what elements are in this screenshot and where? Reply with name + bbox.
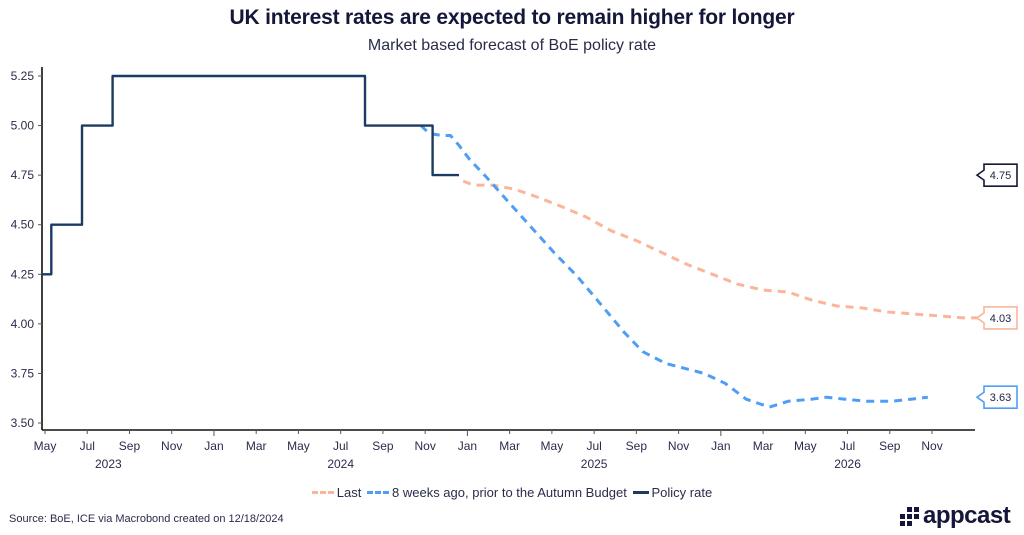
x-tick-label: Mar [499, 439, 520, 453]
end-value-callout [975, 306, 1018, 330]
end-value-label: 4.03 [990, 313, 1011, 325]
x-tick-label: Sep [372, 439, 394, 453]
x-year-label: 2024 [327, 457, 354, 471]
x-tick-label: Jul [840, 439, 855, 453]
appcast-logo: appcast [900, 502, 1011, 530]
x-tick-label: Jan [204, 439, 223, 453]
x-tick-label: May [541, 439, 564, 453]
series-line-policy-rate [41, 74, 459, 276]
x-tick-label: Sep [119, 439, 141, 453]
x-tick-label: May [794, 439, 817, 453]
x-tick-label: Jul [80, 439, 95, 453]
x-tick-label: Mar [246, 439, 267, 453]
legend-item-8-weeks-ago: 8 weeks ago, prior to the Autumn Budget [367, 485, 627, 500]
x-tick-label: Jan [711, 439, 730, 453]
legend-swatch-last [311, 491, 334, 494]
y-tick-label: 4.75 [11, 168, 35, 182]
axes: 3.50 3.75 4.00 4.25 4.50 4.75 5.00 5.25 May Jul Se… [11, 67, 975, 471]
x-year-label: 2023 [95, 457, 122, 471]
x-year-label: 2026 [834, 457, 861, 471]
legend-label-last: Last [336, 485, 362, 500]
legend-swatch-8-weeks-ago [367, 491, 389, 494]
x-tick-label: May [287, 439, 310, 453]
legend: Last 8 weeks ago, prior to the Autumn Bu… [0, 482, 1024, 500]
x-tick-label: Nov [921, 439, 942, 453]
logo-text: appcast [923, 502, 1011, 529]
series-layer [41, 74, 1017, 409]
x-tick-label: Nov [414, 439, 435, 453]
legend-label-8-weeks-ago: 8 weeks ago, prior to the Autumn Budget [392, 485, 627, 500]
y-tick-label: 5.25 [11, 69, 35, 83]
chart-title: UK interest rates are expected to remain… [229, 6, 795, 29]
chart-subtitle: Market based forecast of BoE policy rate [367, 37, 657, 54]
x-tick-label: Mar [753, 439, 774, 453]
legend-item-last: Last [311, 485, 362, 500]
end-value-callout [975, 385, 1018, 410]
x-tick-label: Nov [161, 439, 182, 453]
x-tick-label: May [34, 439, 57, 453]
x-tick-label: Jul [586, 439, 601, 453]
series-line-8-weeks-ago-prior-to-the-autumn-budget [419, 124, 928, 409]
end-value-label: 4.75 [990, 170, 1011, 182]
x-tick-label: Nov [668, 439, 689, 453]
series-line-last [462, 179, 1017, 320]
x-tick-label: Sep [626, 439, 648, 453]
x-tick-label: Jan [458, 439, 477, 453]
x-year-label: 2025 [581, 457, 608, 471]
y-tick-label: 4.50 [11, 218, 35, 232]
end-value-label: 3.63 [990, 392, 1011, 404]
x-tick-label: Jul [333, 439, 348, 453]
legend-item-policy-rate: Policy rate [632, 485, 713, 500]
legend-label-policy-rate: Policy rate [651, 485, 713, 500]
y-tick-label: 4.25 [11, 267, 35, 281]
y-tick-label: 3.50 [11, 416, 35, 430]
end-labels: 4.75 4.03 3.63 [975, 163, 1018, 410]
y-tick-label: 3.75 [11, 366, 35, 380]
end-value-callout [975, 163, 1018, 187]
y-tick-label: 5.00 [11, 119, 35, 133]
legend-swatch-policy-rate [632, 491, 649, 494]
y-tick-label: 4.00 [11, 317, 35, 331]
logo-grid-icon [900, 506, 919, 526]
x-tick-label: Sep [879, 439, 901, 453]
source-note: Source: BoE, ICE via Macrobond created o… [9, 513, 284, 525]
